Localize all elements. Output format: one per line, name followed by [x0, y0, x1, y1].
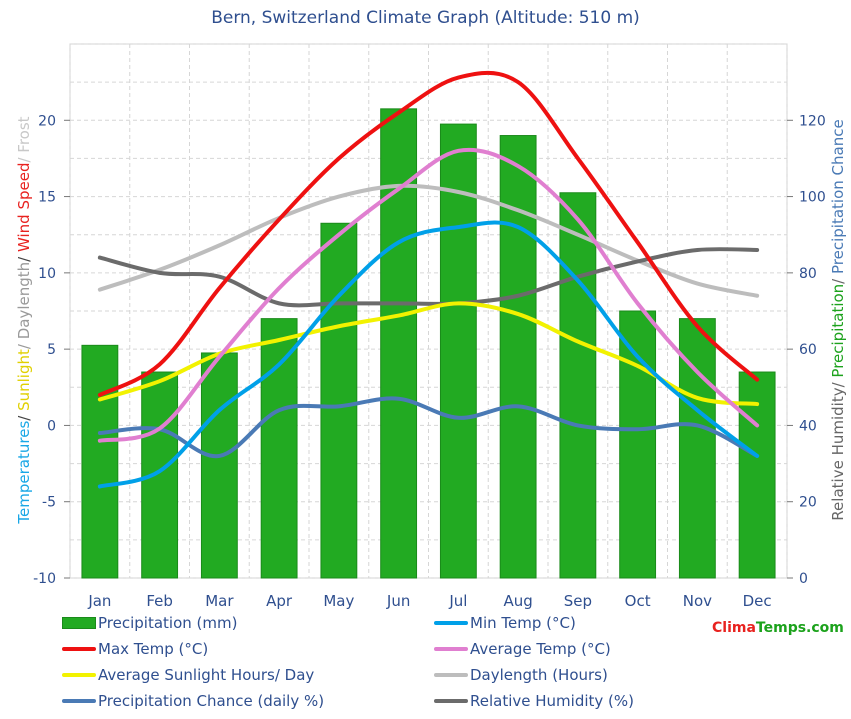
precipitation-chance-daily-line: [97, 396, 760, 458]
chart-legend: Precipitation (mm) Min Temp (°C) Max Temp …: [0, 612, 851, 719]
legend-label: Max Temp (°C): [98, 640, 209, 658]
legend-swatch: [434, 673, 468, 677]
precipitation-bar: [320, 222, 358, 579]
precipitation-bar: [200, 352, 238, 579]
left-tick-label: 15: [38, 190, 56, 206]
x-tick-label: Oct: [625, 592, 651, 610]
average-temp-c-line: [97, 147, 760, 443]
precipitation-bar: [81, 344, 119, 579]
legend-item: Precipitation Chance (daily %): [62, 692, 324, 710]
legend-label: Precipitation (mm): [98, 614, 238, 632]
x-tick-label: Jul: [448, 592, 467, 610]
brand-part-1: Clima: [712, 620, 756, 636]
left-tick-label: 5: [47, 342, 56, 358]
legend-item: Min Temp (°C): [434, 614, 576, 632]
legend-swatch: [62, 673, 96, 677]
precipitation-bar: [559, 192, 597, 579]
x-tick-label: Dec: [743, 592, 772, 610]
average-sunlight-hours-day-line: [97, 301, 760, 407]
right-tick-label: 40: [799, 418, 817, 434]
x-tick-label: Nov: [683, 592, 712, 610]
left-tick-label: 0: [47, 418, 56, 434]
precipitation-bar: [499, 135, 537, 579]
legend-item: Max Temp (°C): [62, 640, 208, 658]
legend-swatch: [62, 699, 96, 703]
legend-item: Precipitation (mm): [62, 614, 237, 632]
climate-chart: -10 -5 0 5 10 15 20 0 20 40 60 80 100 120 Jan Feb Mar Apr…: [33, 43, 826, 610]
min-temp-c-line: [97, 220, 760, 489]
precipitation-bar: [260, 318, 298, 579]
right-tick-label: 0: [799, 571, 808, 587]
left-tick-label: -10: [33, 571, 56, 587]
x-tick-label: Apr: [266, 592, 293, 610]
legend-label: Average Temp (°C): [470, 640, 611, 658]
relative-humidity-line: [97, 247, 760, 308]
legend-swatch: [62, 647, 96, 651]
x-tick-label: Jun: [386, 592, 410, 610]
precipitation-bar: [619, 310, 657, 579]
precipitation-bar: [141, 371, 179, 579]
right-tick-label: 60: [799, 342, 817, 358]
x-tick-label: Aug: [503, 592, 532, 610]
legend-swatch: [434, 621, 468, 625]
legend-swatch: [434, 647, 468, 651]
precipitation-bar: [439, 123, 477, 579]
legend-item: Relative Humidity (%): [434, 692, 634, 710]
legend-item: Average Sunlight Hours/ Day: [62, 666, 314, 684]
brand-logo[interactable]: ClimaTemps.com: [712, 620, 844, 636]
x-tick-label: Mar: [205, 592, 234, 610]
legend-label: Average Sunlight Hours/ Day: [98, 666, 315, 684]
right-tick-label: 120: [799, 113, 826, 129]
precipitation-bar: [738, 371, 776, 579]
brand-part-2: Temps.com: [755, 620, 844, 636]
legend-label: Daylength (Hours): [470, 666, 608, 684]
right-tick-label: 100: [799, 190, 826, 206]
right-tick-label: 20: [799, 495, 817, 511]
left-tick-label: 20: [38, 113, 56, 129]
legend-label: Min Temp (°C): [470, 614, 576, 632]
left-tick-label: -5: [42, 495, 56, 511]
legend-swatch: [62, 617, 96, 629]
legend-swatch: [434, 699, 468, 703]
legend-label: Precipitation Chance (daily %): [98, 692, 325, 710]
left-tick-label: 10: [38, 266, 56, 282]
legend-label: Relative Humidity (%): [470, 692, 634, 710]
x-tick-label: Jan: [87, 592, 111, 610]
x-tick-label: Feb: [146, 592, 173, 610]
daylength-hours-line: [97, 183, 760, 298]
x-tick-label: Sep: [564, 592, 592, 610]
chart-title: Bern, Switzerland Climate Graph (Altitud…: [211, 8, 640, 28]
legend-item: Daylength (Hours): [434, 666, 608, 684]
max-temp-c-line: [97, 70, 760, 397]
x-tick-label: May: [323, 592, 354, 610]
legend-item: Average Temp (°C): [434, 640, 611, 658]
right-tick-label: 80: [799, 266, 817, 282]
